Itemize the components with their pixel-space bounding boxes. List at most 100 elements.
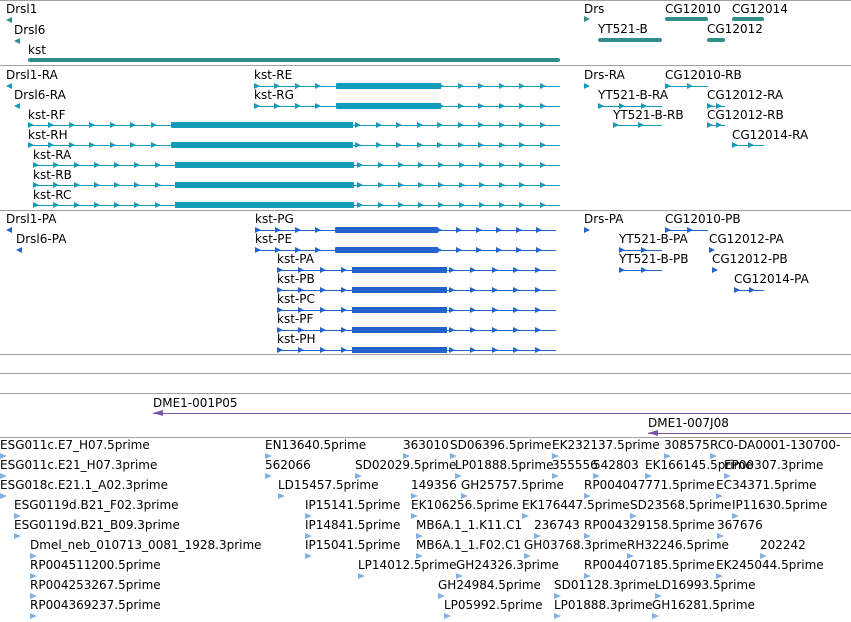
est-label[interactable]: SD02029.5prime bbox=[355, 458, 457, 472]
transcript-label[interactable]: Drsl1-RA bbox=[6, 68, 58, 82]
transcript-feature[interactable] bbox=[707, 103, 725, 109]
est-label[interactable]: GH24984.5prime bbox=[438, 578, 541, 592]
est-label[interactable]: 562066 bbox=[265, 458, 311, 472]
protein-label[interactable]: CG12010-PB bbox=[665, 212, 741, 226]
protein-label[interactable]: YT521-B-PB bbox=[619, 252, 689, 266]
protein-label[interactable]: CG12012-PA bbox=[709, 232, 784, 246]
est-label[interactable]: ESG011c.E21_H07.3prime bbox=[0, 458, 158, 472]
est-label[interactable]: 355556 bbox=[552, 458, 598, 472]
protein-label[interactable]: Drsl6-PA bbox=[16, 232, 67, 246]
est-label[interactable]: EK176447.5prime bbox=[522, 498, 630, 512]
protein-label[interactable]: CG12014-PA bbox=[734, 272, 809, 286]
transcript-feature[interactable] bbox=[33, 202, 560, 208]
transcript-feature[interactable] bbox=[707, 122, 725, 128]
gene-feature[interactable] bbox=[665, 16, 708, 22]
est-label[interactable]: RP004511200.5prime bbox=[30, 558, 161, 572]
protein-feature[interactable] bbox=[255, 247, 556, 253]
transcript-label[interactable]: Drs-RA bbox=[584, 68, 625, 82]
protein-label[interactable]: kst-PB bbox=[277, 272, 315, 286]
transcript-feature[interactable] bbox=[665, 83, 708, 89]
transcript-label[interactable]: kst-RA bbox=[33, 148, 72, 162]
transcript-feature[interactable] bbox=[28, 122, 560, 128]
protein-label[interactable]: Drs-PA bbox=[584, 212, 624, 226]
protein-feature[interactable] bbox=[665, 227, 708, 233]
protein-feature[interactable] bbox=[277, 347, 556, 353]
gene-label[interactable]: Drsl6 bbox=[14, 23, 46, 37]
est-label[interactable]: RP004047771.5prime bbox=[584, 478, 715, 492]
protein-label[interactable]: CG12012-PB bbox=[712, 252, 788, 266]
transcript-feature[interactable] bbox=[6, 83, 12, 89]
est-label[interactable]: RP004369237.5prime bbox=[30, 598, 161, 612]
protein-feature[interactable] bbox=[619, 267, 662, 273]
transcript-feature[interactable] bbox=[254, 103, 560, 109]
gene-label[interactable]: CG12012 bbox=[707, 22, 763, 36]
protein-label[interactable]: kst-PF bbox=[277, 312, 314, 326]
gene-feature[interactable] bbox=[707, 37, 725, 43]
est-label[interactable]: 236743 bbox=[534, 518, 580, 532]
protein-feature[interactable] bbox=[277, 327, 556, 333]
est-label[interactable]: 363010 bbox=[403, 438, 449, 452]
gene-label[interactable]: Drsl1 bbox=[6, 2, 38, 16]
est-label[interactable]: RC0-DA0001-130700- bbox=[710, 438, 841, 452]
est-label[interactable]: RP004329158.5prime bbox=[584, 518, 715, 532]
clone-label[interactable]: DME1-001P05 bbox=[153, 396, 238, 410]
est-label[interactable]: LP01888.5prime bbox=[455, 458, 554, 472]
gene-feature[interactable] bbox=[732, 16, 764, 22]
protein-feature[interactable] bbox=[16, 247, 22, 253]
est-label[interactable]: EC34371.5prime bbox=[716, 478, 817, 492]
transcript-label[interactable]: kst-RF bbox=[28, 108, 66, 122]
est-label[interactable]: GH03768.3prime bbox=[524, 538, 627, 552]
est-label[interactable]: SD01128.3prime bbox=[554, 578, 656, 592]
gene-feature[interactable] bbox=[598, 37, 662, 43]
transcript-feature[interactable] bbox=[14, 103, 20, 109]
gene-label[interactable]: CG12010 bbox=[665, 2, 721, 16]
gene-feature[interactable] bbox=[584, 16, 590, 22]
est-label[interactable]: Dmel_neb_010713_0081_1928.3prime bbox=[30, 538, 262, 552]
gene-label[interactable]: YT521-B bbox=[598, 22, 648, 36]
est-label[interactable]: ESG0119d.B21_B09.3prime bbox=[14, 518, 180, 532]
protein-feature[interactable] bbox=[277, 267, 556, 273]
est-label[interactable]: EP00307.3prime bbox=[724, 458, 824, 472]
est-label[interactable]: 308575 bbox=[664, 438, 710, 452]
est-label[interactable]: IP15041.5prime bbox=[305, 538, 401, 552]
transcript-label[interactable]: kst-RG bbox=[254, 88, 294, 102]
protein-label[interactable]: kst-PE bbox=[255, 232, 293, 246]
transcript-label[interactable]: kst-RE bbox=[254, 68, 293, 82]
est-label[interactable]: EK232137.5prime bbox=[552, 438, 660, 452]
est-label[interactable]: 367676 bbox=[717, 518, 763, 532]
est-label[interactable]: RP004253267.5prime bbox=[30, 578, 161, 592]
est-label[interactable]: RH32246.5prime bbox=[627, 538, 729, 552]
transcript-label[interactable]: CG12012-RB bbox=[707, 108, 784, 122]
protein-label[interactable]: Drsl1-PA bbox=[6, 212, 57, 226]
gene-feature[interactable] bbox=[28, 57, 560, 63]
transcript-label[interactable]: CG12014-RA bbox=[732, 128, 809, 142]
gene-feature[interactable] bbox=[14, 38, 20, 44]
transcript-feature[interactable] bbox=[732, 142, 764, 148]
transcript-label[interactable]: kst-RH bbox=[28, 128, 68, 142]
transcript-feature[interactable] bbox=[598, 103, 662, 109]
est-label[interactable]: EN13640.5prime bbox=[265, 438, 367, 452]
protein-label[interactable]: kst-PC bbox=[277, 292, 315, 306]
protein-feature[interactable] bbox=[712, 267, 718, 273]
est-label[interactable]: SD23568.5prime bbox=[630, 498, 732, 512]
transcript-feature[interactable] bbox=[254, 83, 560, 89]
est-label[interactable]: ESG0119d.B21_F02.3prime bbox=[14, 498, 179, 512]
est-label[interactable]: 202242 bbox=[760, 538, 806, 552]
est-label[interactable]: EK106256.5prime bbox=[411, 498, 519, 512]
est-label[interactable]: GH24326.3prime bbox=[456, 558, 559, 572]
clone-feature[interactable] bbox=[648, 430, 851, 436]
est-label[interactable]: ESG018c.E21.1_A02.3prime bbox=[0, 478, 168, 492]
protein-feature[interactable] bbox=[584, 227, 590, 233]
est-label[interactable]: IP15141.5prime bbox=[305, 498, 401, 512]
transcript-label[interactable]: kst-RC bbox=[33, 188, 72, 202]
protein-feature[interactable] bbox=[619, 247, 662, 253]
transcript-label[interactable]: Drsl6-RA bbox=[14, 88, 66, 102]
est-label[interactable]: RP004407185.5prime bbox=[584, 558, 715, 572]
protein-feature[interactable] bbox=[255, 227, 556, 233]
protein-label[interactable]: kst-PG bbox=[255, 212, 294, 226]
transcript-label[interactable]: YT521-B-RB bbox=[613, 108, 684, 122]
est-label[interactable]: LP14012.5prime bbox=[358, 558, 457, 572]
est-label[interactable]: EK245044.5prime bbox=[716, 558, 824, 572]
gene-label[interactable]: Drs bbox=[584, 2, 605, 16]
est-label[interactable]: LD16993.5prime bbox=[655, 578, 756, 592]
